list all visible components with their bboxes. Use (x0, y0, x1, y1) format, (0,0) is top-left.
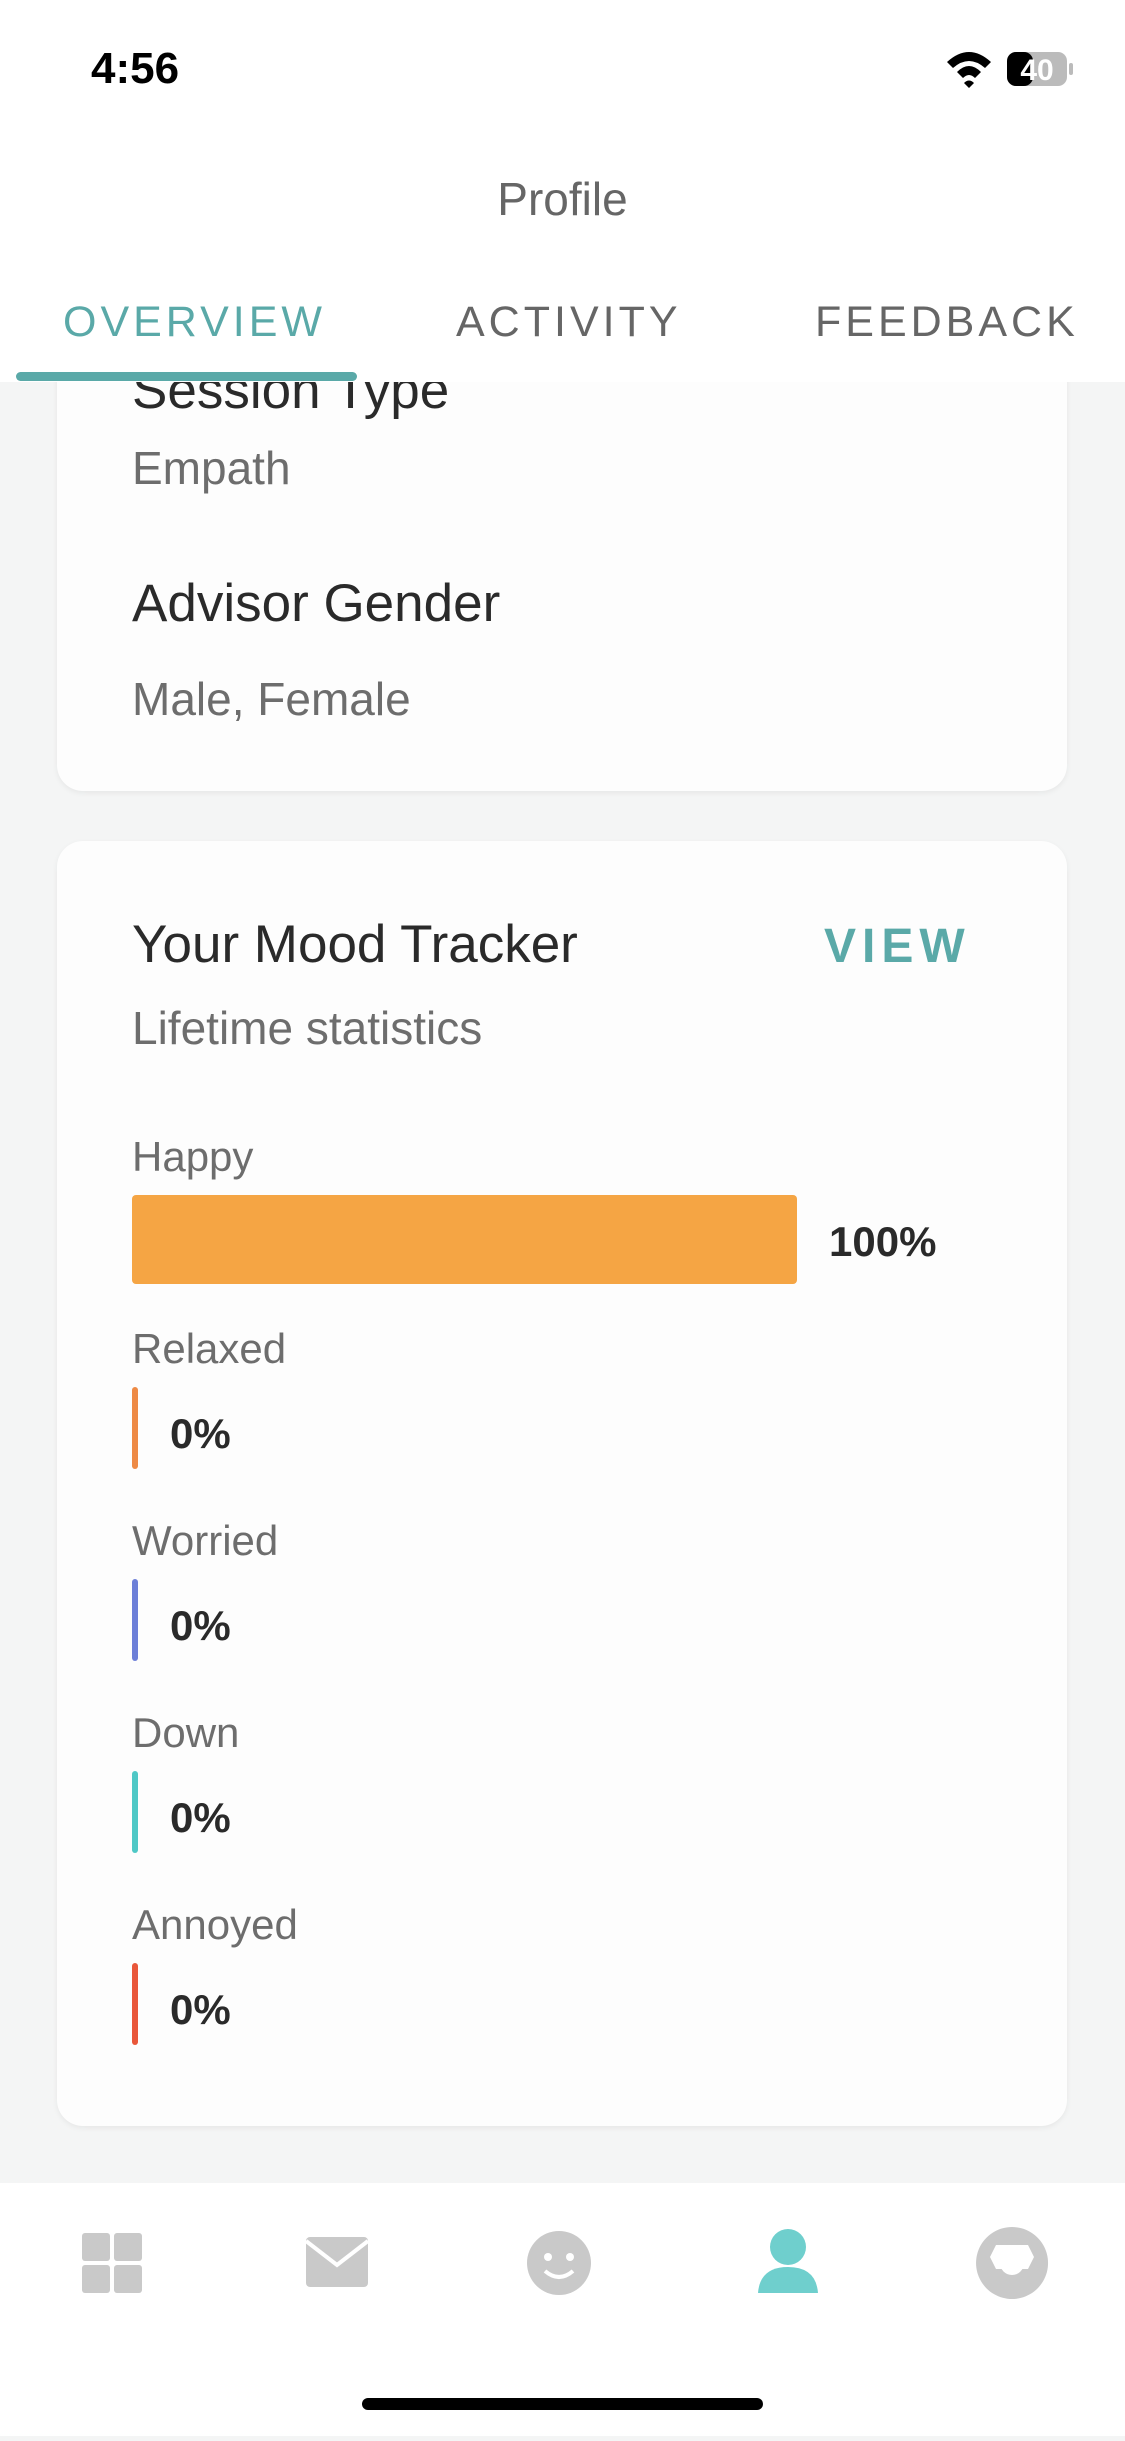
battery-level: 40 (1020, 54, 1053, 87)
mood-value: 0% (170, 1602, 231, 1649)
mood-subtitle: Lifetime statistics (132, 1002, 483, 1054)
nav-dashboard[interactable] (82, 2233, 110, 2261)
tab[interactable]: OVERVIEW (63, 298, 326, 346)
mood-name: Annoyed (132, 1901, 298, 1948)
nav-messages[interactable] (306, 2237, 368, 2287)
mood-value: 100% (829, 1218, 937, 1265)
mood-name: Relaxed (132, 1325, 287, 1372)
mood-value: 0% (170, 1794, 231, 1841)
nav-mood[interactable] (527, 2231, 591, 2295)
pref-label: Advisor Gender (132, 574, 501, 633)
pref-value: Empath (132, 442, 291, 494)
bottom-nav (0, 2183, 1125, 2436)
mood-name: Happy (132, 1133, 254, 1180)
header: 4:56 40 Profile OVERVIEW ACTIVITY FEEDBA… (0, 0, 1125, 382)
tab[interactable]: ACTIVITY (456, 298, 682, 346)
nav-profile[interactable] (770, 2229, 806, 2265)
mood-name: Down (132, 1709, 240, 1756)
tab[interactable]: FEEDBACK (815, 298, 1079, 346)
mood-bar (132, 1195, 797, 1284)
tab-indicator (16, 372, 357, 381)
mood-card: Your Mood Tracker VIEW Lifetime statisti… (57, 841, 1067, 2126)
mood-bar (132, 1771, 138, 1853)
nav-icons (82, 2227, 1049, 2410)
pref-value: Male, Female (132, 673, 411, 725)
mood-value: 0% (170, 1986, 231, 2033)
status-icons: 40 (947, 52, 1073, 88)
mood-bar (132, 1387, 138, 1469)
mood-title: Your Mood Tracker (132, 915, 578, 974)
mood-name: Worried (132, 1517, 279, 1564)
time: 4:56 (91, 44, 180, 93)
mood-bar (132, 1579, 138, 1661)
nav-settings[interactable] (976, 2227, 1049, 2299)
view-button[interactable]: VIEW (824, 920, 971, 973)
mood-value: 0% (170, 1410, 231, 1457)
page-title: Profile (497, 173, 628, 225)
mood-bar (132, 1963, 138, 2045)
